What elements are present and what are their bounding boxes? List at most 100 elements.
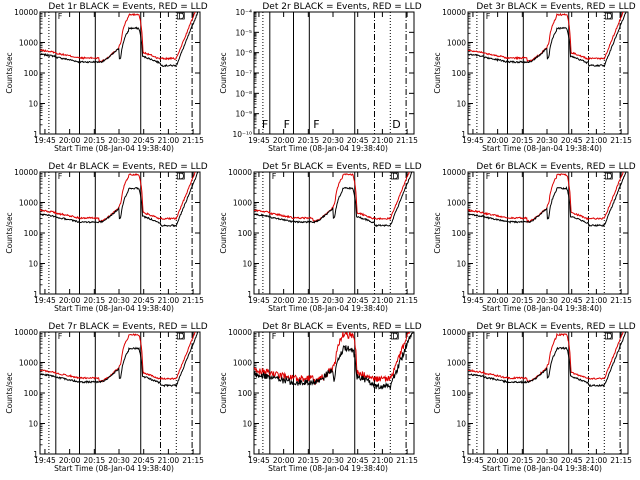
flag-box bbox=[390, 172, 399, 180]
y-tick-label: 1 bbox=[247, 450, 252, 459]
chart-panel: Det 1r BLACK = Events, RED = LLD 1 10 100 10… bbox=[5, 2, 208, 153]
y-tick-label: 1000 bbox=[447, 359, 466, 368]
x-tick-label: 21:00 bbox=[158, 136, 180, 145]
x-tick-label: 20:30 bbox=[536, 456, 558, 465]
x-tick-label: 21:15 bbox=[396, 136, 418, 145]
y-tick-label: 1 bbox=[33, 450, 38, 459]
x-tick-label: 20:45 bbox=[561, 296, 583, 305]
y-tick-label: 1000 bbox=[233, 359, 252, 368]
y-axis-label: Counts/sec bbox=[433, 52, 442, 93]
x-tick-label: 21:15 bbox=[182, 296, 204, 305]
y-tick-label: 10 bbox=[28, 100, 38, 109]
x-tick-label: 20:15 bbox=[84, 136, 106, 145]
chart-title: Det 1r BLACK = Events, RED = LLD bbox=[48, 2, 207, 12]
chart-panel: Det 5r BLACK = Events, RED = LLD 1 10 100 10… bbox=[219, 162, 422, 313]
flag-label: D bbox=[178, 12, 184, 21]
y-tick-label: 10 bbox=[242, 420, 252, 429]
x-tick-label: 21:00 bbox=[372, 296, 394, 305]
x-tick-label: 20:00 bbox=[273, 136, 295, 145]
x-tick-label: 21:15 bbox=[610, 296, 632, 305]
x-tick-label: 19:45 bbox=[34, 456, 56, 465]
chart-title: Det 9r BLACK = Events, RED = LLD bbox=[476, 322, 635, 332]
chart-title: Det 3r BLACK = Events, RED = LLD bbox=[476, 2, 635, 12]
x-tick-label: 20:30 bbox=[322, 456, 344, 465]
x-tick-label: 20:30 bbox=[108, 456, 130, 465]
y-tick-label: 10 bbox=[456, 260, 466, 269]
flag-box bbox=[604, 172, 613, 180]
y-tick-label: 10⁻⁵ bbox=[235, 28, 252, 37]
flag-box bbox=[176, 332, 185, 340]
y-tick-label: 1 bbox=[461, 450, 466, 459]
y-tick-label: 10⁻¹⁰ bbox=[232, 130, 252, 139]
x-tick-label: 20:45 bbox=[347, 296, 369, 305]
flag-box bbox=[604, 12, 613, 20]
x-tick-label: 19:45 bbox=[248, 456, 270, 465]
y-tick-label: 10000 bbox=[14, 168, 38, 177]
x-tick-label: 20:00 bbox=[487, 136, 509, 145]
chart-title: Det 7r BLACK = Events, RED = LLD bbox=[48, 322, 207, 332]
y-tick-label: 10000 bbox=[442, 328, 466, 337]
flag-label: F bbox=[272, 172, 277, 181]
y-axis-label: Counts/sec bbox=[5, 212, 14, 253]
y-tick-label: 10000 bbox=[14, 8, 38, 17]
x-tick-label: 20:00 bbox=[59, 456, 81, 465]
chart-panel: Det 4r BLACK = Events, RED = LLD 1 10 100 10… bbox=[5, 162, 208, 313]
y-axis-label: Counts/sec bbox=[433, 372, 442, 413]
flag-box bbox=[390, 332, 399, 340]
x-tick-label: 19:45 bbox=[248, 296, 270, 305]
flag-label: F bbox=[262, 118, 268, 131]
x-tick-label: 20:45 bbox=[133, 136, 155, 145]
x-tick-label: 19:45 bbox=[34, 296, 56, 305]
x-tick-label: 21:00 bbox=[158, 456, 180, 465]
flag-label: D bbox=[392, 172, 398, 181]
series-events-line bbox=[468, 12, 627, 68]
flag-label: F bbox=[486, 12, 491, 21]
series-events-line bbox=[40, 172, 199, 228]
x-axis-label: Start Time (08-Jan-04 19:38:40) bbox=[482, 464, 602, 473]
x-tick-label: 19:45 bbox=[248, 136, 270, 145]
y-tick-label: 10⁻⁶ bbox=[235, 49, 252, 58]
chart-panel: Det 6r BLACK = Events, RED = LLD 1 10 100 10… bbox=[433, 162, 636, 313]
series-lld-line bbox=[468, 172, 624, 224]
chart-panel: Det 7r BLACK = Events, RED = LLD 1 10 100 10… bbox=[5, 322, 208, 473]
flag-label: F bbox=[58, 12, 63, 21]
x-tick-label: 20:00 bbox=[487, 456, 509, 465]
x-tick-label: 21:15 bbox=[396, 296, 418, 305]
y-tick-label: 10 bbox=[28, 420, 38, 429]
x-tick-label: 20:15 bbox=[84, 456, 106, 465]
series-events-line bbox=[40, 332, 199, 388]
y-tick-label: 10⁻⁴ bbox=[235, 8, 252, 17]
y-tick-label: 1000 bbox=[447, 39, 466, 48]
y-axis-label: Counts/sec bbox=[219, 212, 228, 253]
chart-title: Det 2r BLACK = Events, RED = LLD bbox=[262, 2, 421, 12]
series-events-line bbox=[254, 332, 414, 390]
flag-box bbox=[176, 12, 185, 20]
x-tick-label: 19:45 bbox=[34, 136, 56, 145]
y-tick-label: 100 bbox=[238, 389, 253, 398]
x-tick-label: 21:15 bbox=[396, 456, 418, 465]
y-tick-label: 100 bbox=[452, 229, 467, 238]
x-tick-label: 21:00 bbox=[158, 296, 180, 305]
y-tick-label: 10 bbox=[456, 100, 466, 109]
flag-label: F bbox=[58, 332, 63, 341]
x-tick-label: 20:00 bbox=[273, 456, 295, 465]
chart-title: Det 5r BLACK = Events, RED = LLD bbox=[262, 162, 421, 172]
x-tick-label: 21:15 bbox=[610, 456, 632, 465]
y-tick-label: 100 bbox=[452, 389, 467, 398]
y-tick-label: 10000 bbox=[228, 168, 252, 177]
flag-label: F bbox=[58, 172, 63, 181]
chart-panel: Det 8r BLACK = Events, RED = LLD 1 10 100 10… bbox=[219, 322, 422, 473]
x-axis-label: Start Time (08-Jan-04 19:38:40) bbox=[54, 304, 174, 313]
x-tick-label: 21:15 bbox=[182, 456, 204, 465]
y-tick-label: 1 bbox=[461, 290, 466, 299]
y-tick-label: 1000 bbox=[19, 359, 38, 368]
chart-title: Det 8r BLACK = Events, RED = LLD bbox=[262, 322, 421, 332]
x-tick-label: 20:45 bbox=[347, 456, 369, 465]
x-tick-label: 20:15 bbox=[298, 136, 320, 145]
series-lld-line bbox=[40, 172, 196, 223]
x-tick-label: 21:00 bbox=[586, 136, 608, 145]
x-axis-label: Start Time (08-Jan-04 19:38:40) bbox=[54, 144, 174, 153]
x-tick-label: 20:30 bbox=[322, 136, 344, 145]
x-tick-label: 20:00 bbox=[59, 136, 81, 145]
